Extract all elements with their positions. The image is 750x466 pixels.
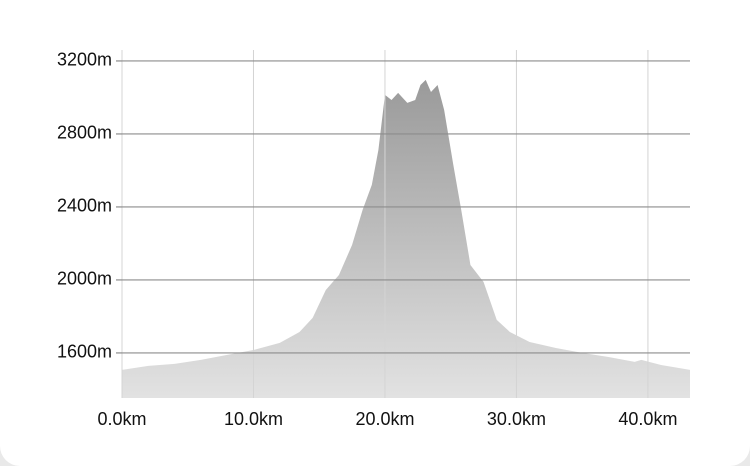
y-tick-label: 2800m bbox=[57, 123, 112, 143]
y-tick-label: 1600m bbox=[57, 342, 112, 362]
y-tick-label: 2400m bbox=[57, 196, 112, 216]
x-tick-label: 0.0km bbox=[97, 409, 146, 429]
y-tick-label: 3200m bbox=[57, 50, 112, 70]
x-tick-label: 30.0km bbox=[487, 409, 546, 429]
elevation-area bbox=[122, 79, 690, 398]
x-tick-label: 20.0km bbox=[355, 409, 414, 429]
y-tick-label: 2000m bbox=[57, 269, 112, 289]
x-tick-label: 40.0km bbox=[618, 409, 677, 429]
x-tick-label: 10.0km bbox=[224, 409, 283, 429]
